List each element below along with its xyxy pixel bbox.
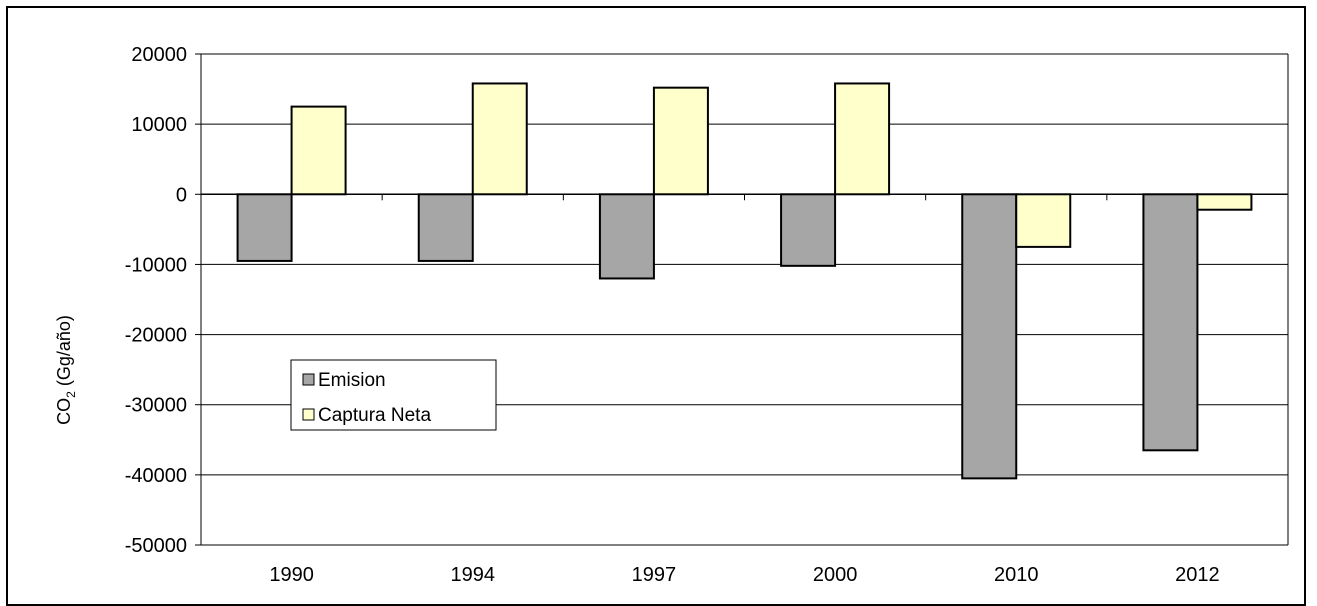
bars xyxy=(236,82,1253,480)
legend-label-emision: Emision xyxy=(318,370,386,391)
y-tick-label: -40000 xyxy=(125,465,187,487)
y-axis-label-rest: (Gg/año) xyxy=(54,315,74,391)
legend-label-captura-neta: Captura Neta xyxy=(318,405,431,426)
y-tick-label: 0 xyxy=(176,184,187,206)
x-tick-label: 1994 xyxy=(451,564,496,586)
bar-emision-2000 xyxy=(780,193,837,267)
y-axis-label: CO2 (Gg/año) xyxy=(54,315,78,425)
y-axis-label-main: CO xyxy=(54,398,74,425)
legend-box xyxy=(290,359,497,431)
y-tick-label: -50000 xyxy=(125,535,187,557)
x-tick-label: 1997 xyxy=(632,564,677,586)
y-tick-label: -30000 xyxy=(125,395,187,417)
y-tick-label: -10000 xyxy=(125,254,187,276)
x-tick-label: 2012 xyxy=(1175,564,1220,586)
x-tick-labels: 1990 1994 1997 2000 2010 2012 xyxy=(269,564,1219,586)
bar-captura-neta-2012 xyxy=(1196,193,1253,211)
bar-emision-2012 xyxy=(1142,193,1199,452)
legend-swatch-emision xyxy=(302,373,315,386)
x-tick-label: 2010 xyxy=(994,564,1039,586)
bar-captura-neta-1994 xyxy=(471,82,528,196)
legend: Emision Captura Neta xyxy=(290,359,497,431)
y-tick-labels: 20000 10000 0 -10000 -20000 -30000 -40000 -5000… xyxy=(125,44,187,557)
bar-emision-1990 xyxy=(236,193,293,262)
bar-emision-1994 xyxy=(417,193,474,262)
axes xyxy=(195,53,1289,546)
bar-captura-neta-2000 xyxy=(834,82,891,196)
bar-captura-neta-1990 xyxy=(290,105,347,196)
legend-swatch-captura-neta xyxy=(302,408,315,421)
y-tick-label: -20000 xyxy=(125,325,187,347)
gridlines xyxy=(201,53,1288,546)
y-axis-label-subscript: 2 xyxy=(64,391,78,398)
y-tick-label: 10000 xyxy=(131,114,187,136)
x-tick-label: 2000 xyxy=(813,564,858,586)
bar-emision-2010 xyxy=(961,193,1018,480)
bar-captura-neta-2010 xyxy=(1015,193,1072,248)
y-tick-label: 20000 xyxy=(131,44,187,66)
bar-captura-neta-1997 xyxy=(652,86,709,196)
x-tick-label: 1990 xyxy=(269,564,314,586)
bar-emision-1997 xyxy=(598,193,655,280)
